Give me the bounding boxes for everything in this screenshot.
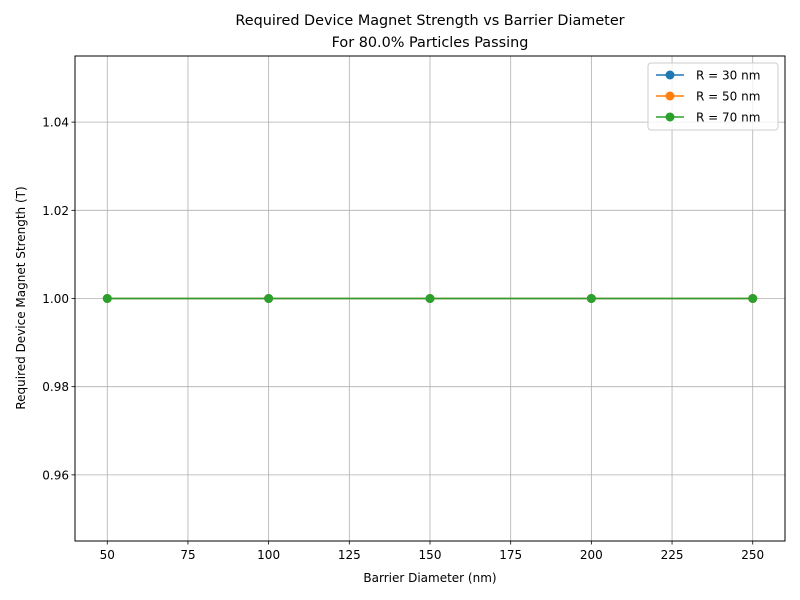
legend-item: R = 70 nm <box>656 111 760 125</box>
data-point <box>102 294 112 303</box>
chart-title: Required Device Magnet Strength vs Barri… <box>235 13 624 29</box>
ticks: 50 75 100 125 150 175 200 225 250 0.96 0.98 1.00 1.0… <box>42 116 764 562</box>
data-point <box>425 294 435 303</box>
legend-label: R = 30 nm <box>696 69 760 83</box>
x-tick-label: 50 <box>100 548 115 562</box>
y-axis-label: Required Device Magnet Strength (T) <box>14 186 28 409</box>
x-tick-label: 225 <box>661 548 684 562</box>
y-tick-label: 1.00 <box>42 292 69 306</box>
x-tick-label: 150 <box>419 548 442 562</box>
x-tick-label: 125 <box>338 548 361 562</box>
series-layer <box>102 294 758 303</box>
legend-label: R = 50 nm <box>696 90 760 104</box>
data-point <box>264 294 274 303</box>
x-tick-label: 175 <box>499 548 522 562</box>
data-point <box>586 294 596 303</box>
series-3 <box>102 294 758 303</box>
x-axis-label: Barrier Diameter (nm) <box>363 571 496 585</box>
legend: R = 30 nm R = 50 nm R = 70 nm <box>647 62 779 131</box>
y-tick-label: 1.02 <box>42 204 69 218</box>
y-tick-label: 0.98 <box>42 380 69 394</box>
legend-item: R = 30 nm <box>656 69 760 83</box>
legend-item: R = 50 nm <box>656 90 760 104</box>
chart-subtitle: For 80.0% Particles Passing <box>332 35 529 51</box>
x-tick-label: 75 <box>180 548 195 562</box>
legend-box <box>647 62 779 131</box>
legend-marker <box>665 112 675 122</box>
legend-label: R = 70 nm <box>696 111 760 125</box>
data-point <box>748 294 758 303</box>
x-tick-label: 250 <box>741 548 764 562</box>
x-tick-label: 200 <box>580 548 603 562</box>
x-tick-label: 100 <box>257 548 280 562</box>
legend-marker <box>665 70 675 80</box>
y-tick-label: 1.04 <box>42 116 69 130</box>
y-tick-label: 0.96 <box>42 468 69 482</box>
legend-marker <box>665 91 675 101</box>
